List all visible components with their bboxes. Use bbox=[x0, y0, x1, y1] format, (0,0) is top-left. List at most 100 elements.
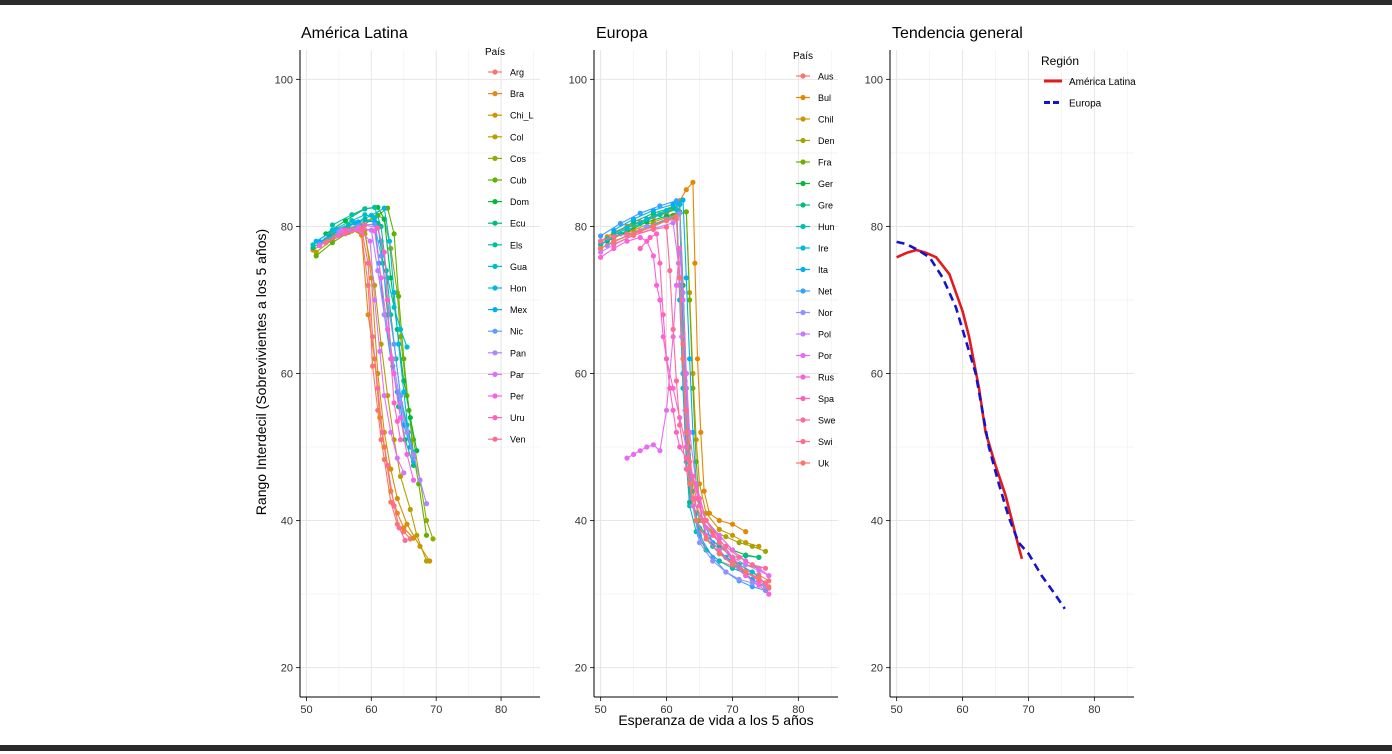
p2-legend-key-dot-aus bbox=[800, 73, 806, 79]
p1-point-col-11 bbox=[423, 558, 430, 564]
p1-point-par-2 bbox=[367, 238, 373, 244]
p2-ytick-label-100: 100 bbox=[569, 74, 587, 86]
p1-legend-label-col: Col bbox=[510, 132, 524, 142]
p1-series-line-nic bbox=[319, 223, 415, 459]
p1-point-hon-3 bbox=[368, 212, 374, 218]
p2-legend-title: País bbox=[793, 51, 813, 62]
p1-point-arg-5 bbox=[370, 363, 376, 369]
p2-legend-label-hun: Hun bbox=[818, 222, 835, 232]
p2-point-fra-7 bbox=[690, 385, 696, 391]
p2-point-por-5 bbox=[657, 448, 663, 454]
p1-point-par-6 bbox=[388, 429, 394, 435]
p2-point-uk-7 bbox=[680, 356, 686, 362]
p2-legend-label-ger: Ger bbox=[818, 179, 833, 189]
p2-legend-key-dot-spa bbox=[800, 395, 806, 402]
p1-legend-key-dot-dom bbox=[492, 199, 498, 205]
p2-point-chil-11 bbox=[716, 526, 722, 533]
p1-legend-title: País bbox=[485, 47, 505, 58]
p2-point-fra-6 bbox=[687, 297, 693, 303]
p2-legend-key-dot-nor bbox=[800, 309, 806, 316]
p2-legend-label-fra: Fra bbox=[818, 158, 832, 168]
p2-point-swi-0 bbox=[598, 238, 604, 244]
p2-legend-label-spa: Spa bbox=[818, 394, 834, 404]
p1-point-col-9 bbox=[407, 506, 413, 513]
p2-point-uk-15 bbox=[756, 575, 762, 581]
p2-point-rus-1 bbox=[611, 245, 617, 252]
p1-point-hon-7 bbox=[396, 341, 402, 347]
p2-point-swe-3 bbox=[663, 224, 670, 230]
p1-point-col-4 bbox=[372, 282, 378, 288]
p1-point-arg-7 bbox=[378, 437, 384, 443]
p2-point-ire-13 bbox=[749, 569, 755, 575]
p2-point-swi-13 bbox=[716, 540, 722, 546]
p2-point-uk-12 bbox=[716, 551, 722, 557]
p1-legend-label-els: Els bbox=[510, 240, 523, 250]
p1-point-nic-6 bbox=[391, 341, 397, 347]
p2-point-bul-13 bbox=[729, 521, 736, 527]
p2-point-spa-9 bbox=[677, 444, 683, 450]
p1-point-ven-2 bbox=[359, 226, 365, 232]
p1-legend-label-cub: Cub bbox=[510, 176, 527, 186]
p1-point-pan-10 bbox=[423, 501, 430, 507]
p3-legend-label-europa: Europa bbox=[1069, 99, 1102, 110]
p3-ytick-label-20: 20 bbox=[871, 663, 883, 675]
p2-point-nor-11 bbox=[723, 569, 729, 575]
p2-point-spa-8 bbox=[673, 429, 680, 435]
p2-point-spa-5 bbox=[663, 356, 670, 362]
p2-point-ita-3 bbox=[670, 201, 676, 207]
p1-legend-key-dot-per bbox=[492, 393, 498, 399]
p2-point-spa-4 bbox=[660, 312, 666, 318]
p1-point-hon-5 bbox=[386, 238, 393, 244]
p2-point-ita-13 bbox=[749, 576, 755, 583]
p2-point-swi-11 bbox=[693, 495, 699, 502]
p1-legend-label-hon: Hon bbox=[510, 284, 527, 294]
p1-legend-label-ecu: Ecu bbox=[510, 219, 526, 229]
p2-point-bul-7 bbox=[692, 260, 698, 266]
p2-point-chil-12 bbox=[729, 532, 736, 538]
p1-ytick-label-40: 40 bbox=[281, 516, 293, 528]
p3-xtick-label-80: 80 bbox=[1088, 704, 1100, 716]
p1-xtick-label-60: 60 bbox=[365, 704, 377, 716]
p2-legend-key-dot-pol bbox=[800, 331, 806, 337]
p1-legend-key-dot-uru bbox=[492, 415, 498, 421]
p2-point-swe-8 bbox=[683, 466, 689, 472]
p1-point-par-8 bbox=[401, 470, 407, 476]
p1-point-ven-8 bbox=[391, 503, 397, 509]
p2-point-uk-13 bbox=[729, 562, 736, 568]
p1-legend-key-dot-chi-l bbox=[492, 112, 498, 118]
p1-legend-label-per: Per bbox=[510, 392, 524, 402]
top-rule bbox=[0, 0, 1392, 5]
p1-legend-label-bra: Bra bbox=[510, 89, 524, 99]
p2-legend-key-dot-swi bbox=[800, 438, 806, 445]
p2-point-por-6 bbox=[663, 407, 670, 413]
p1-point-els-1 bbox=[349, 212, 355, 218]
p1-point-cub-1 bbox=[329, 240, 335, 246]
p2-point-spa-6 bbox=[667, 385, 673, 391]
p1-point-els-3 bbox=[372, 204, 378, 210]
p2-point-uk-10 bbox=[693, 517, 699, 524]
p1-point-hon-4 bbox=[381, 205, 387, 211]
p1-point-uru-5 bbox=[388, 356, 394, 362]
p2-point-por-19 bbox=[766, 573, 772, 579]
p1-point-uru-0 bbox=[342, 227, 348, 233]
p1-point-per-8 bbox=[404, 451, 410, 457]
p1-legend-key-dot-hon bbox=[492, 285, 498, 291]
p1-point-gua-8 bbox=[397, 326, 404, 332]
p2-point-ire-2 bbox=[644, 216, 650, 222]
p2-point-swi-8 bbox=[680, 341, 686, 347]
p2-point-hun-11 bbox=[716, 558, 722, 564]
p2-ytick-label-40: 40 bbox=[575, 516, 587, 528]
p2-point-hun-12 bbox=[729, 565, 736, 571]
p1-legend-label-dom: Dom bbox=[510, 197, 529, 207]
panel-title-3: Tendencia general bbox=[892, 25, 1023, 42]
p2-point-bul-5 bbox=[683, 187, 689, 193]
p1-point-cub-6 bbox=[391, 231, 397, 237]
p1-point-per-7 bbox=[397, 415, 404, 421]
p2-point-chil-14 bbox=[756, 543, 762, 549]
p2-point-rus-11 bbox=[677, 415, 683, 421]
p1-legend-key-dot-ecu bbox=[492, 220, 498, 226]
p2-point-por-8 bbox=[673, 282, 680, 288]
p2-point-por-10 bbox=[680, 297, 686, 303]
p1-point-per-9 bbox=[410, 477, 417, 483]
p2-point-spa-2 bbox=[654, 231, 660, 237]
